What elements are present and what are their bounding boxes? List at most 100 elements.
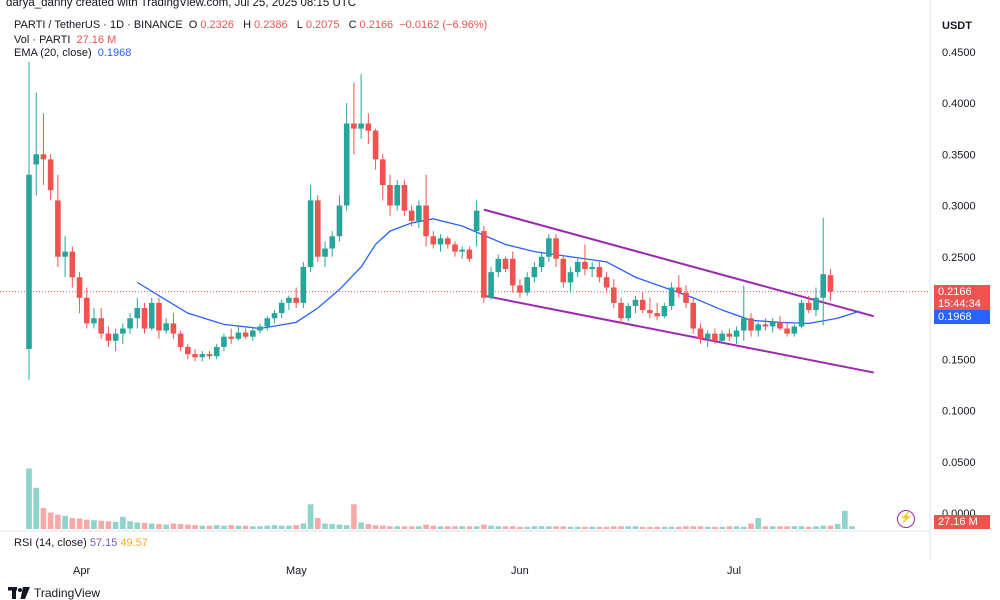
candle-body [264,318,271,327]
volume-bar [83,519,90,529]
volume-bar [437,526,444,529]
volume-bar [192,525,198,529]
candle-body [560,258,567,283]
candle-body [98,318,104,334]
volume-bar [134,522,141,529]
volume-bar [712,526,718,529]
volume-bar [286,525,292,529]
volume-bar [502,526,509,529]
candle-body [690,302,697,329]
volume-bar [33,487,40,529]
volume-bar [473,526,480,529]
candle-body [553,238,559,259]
volume-legend-label: Vol · PARTI [14,34,71,46]
candle-body [697,328,704,339]
candle-body [329,236,336,249]
candle-body [148,302,155,329]
candle-body [163,323,169,331]
volume-bar [488,525,494,529]
candle-body [127,318,133,329]
candle-body [26,174,32,349]
volume-bar [769,526,776,529]
volume-bar [156,524,162,529]
volume-bar [141,522,148,529]
volume-bar [647,526,653,529]
volume-badge: 27.16 M [934,515,990,529]
volume-bar [336,524,343,529]
candle-body [293,297,299,303]
candle-body [574,261,581,273]
candle-body [365,123,372,131]
candle-body [473,210,480,232]
volume-bar [625,526,632,529]
high-value: 0.2386 [254,19,288,31]
candle-body [336,205,343,237]
candle-body [740,318,747,331]
candle-countdown: 15:44:34 [938,298,981,310]
tradingview-footer[interactable]: TradingView [8,586,100,600]
volume-bar [791,526,798,529]
candle-body [91,318,97,324]
ema-legend-value: 0.1968 [97,47,132,59]
symbol-legend[interactable]: PARTI / TetherUS · 1D · BINANCE O 0.2326 … [14,19,490,31]
volume-bar [553,526,559,529]
volume-bar [611,526,617,529]
last-price-badge: 0.2166 15:44:34 [934,285,990,313]
last-price-value: 0.2166 [938,286,972,298]
quote-currency[interactable]: USDT [942,20,972,32]
candle-body [668,287,675,306]
candle-body [250,330,256,337]
candle-body [618,302,624,319]
volume-bar [676,526,682,529]
volume-bar [26,468,32,529]
candle-body [69,251,76,278]
candle-body [596,267,603,278]
volume-bar [820,525,826,529]
candle-body [546,238,552,257]
candle-body [481,231,487,298]
candle-body [632,299,639,306]
open-value: 0.2326 [200,19,234,31]
candle-body [813,297,819,311]
volume-bar [105,521,112,529]
candle-body [777,322,783,329]
lightning-icon[interactable]: ⚡ [897,510,915,528]
volume-bar [495,526,502,529]
candle-body [639,299,646,311]
candle-body [40,154,47,160]
volume-bar [603,526,610,529]
candle-body [257,326,263,331]
candle-body [769,322,776,327]
candle-body [820,274,826,298]
volume-bar [343,525,350,529]
price-tick-label: 0.4500 [942,47,976,59]
channel-lower-line [483,294,874,374]
candle-body [661,305,668,317]
candle-body [538,256,545,267]
volume-bar [177,524,184,529]
volume-bar [250,526,256,529]
ema-legend[interactable]: EMA (20, close) 0.1968 [14,47,134,59]
low-value: 0.2075 [305,19,340,31]
volume-bar [112,521,119,529]
volume-bar [827,525,834,529]
volume-bar [55,514,61,529]
rsi-legend[interactable]: RSI (14, close) 57.15 49.57 [14,537,148,549]
candle-body [387,185,393,206]
volume-bar [784,526,790,529]
candle-body [726,333,733,337]
symbol-name[interactable]: PARTI / TetherUS · 1D · BINANCE [14,19,183,31]
candle-body [712,333,718,341]
high-label: H [243,19,252,31]
volume-bar [423,524,429,529]
volume-bar [91,520,97,529]
volume-bar [170,523,177,529]
volume-bar [574,526,581,529]
volume-bar [661,526,668,529]
volume-bar [726,526,733,529]
volume-bar [517,526,523,529]
volume-legend[interactable]: Vol · PARTI 27.16 M [14,34,119,46]
candle-body [466,249,473,259]
candle-body [784,328,790,334]
